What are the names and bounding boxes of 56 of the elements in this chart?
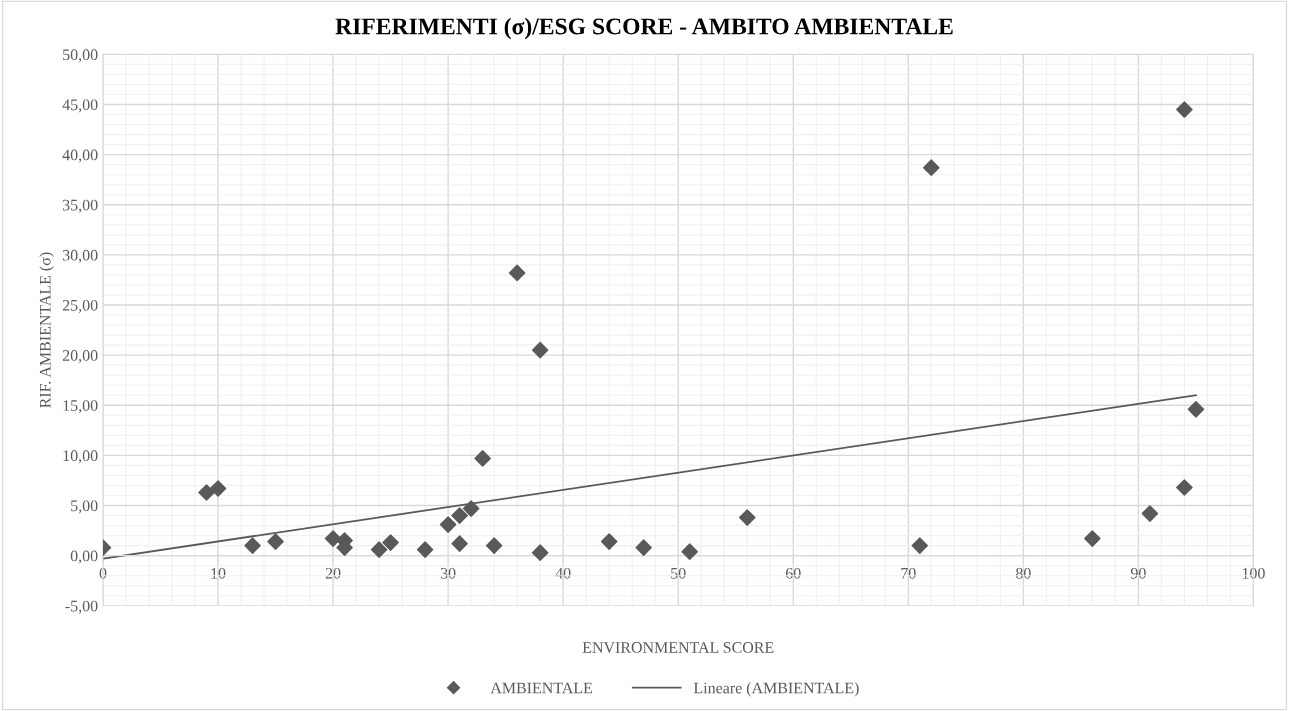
- point: [531, 341, 549, 359]
- y-tick-label: 0,00: [70, 550, 98, 564]
- x-tick-label: 30: [440, 567, 456, 579]
- chart-title: RIFERIMENTI (σ)/ESG SCORE - AMBITO AMBIENTALE: [335, 17, 953, 40]
- point: [451, 507, 468, 524]
- y-tick-label: -5,00: [65, 600, 98, 614]
- point: [508, 264, 526, 282]
- y-tick-label: 25,00: [62, 299, 98, 314]
- x-tick-label: 80: [1015, 567, 1031, 579]
- x-tick-label: 40: [555, 567, 571, 579]
- point: [198, 484, 215, 501]
- point: [1141, 505, 1159, 522]
- point: [1084, 530, 1101, 547]
- x-tick-label: 10: [211, 567, 226, 579]
- point: [911, 537, 929, 554]
- y-tick-label: 30,00: [62, 249, 98, 263]
- legend-label: Lineare (AMBIENTALE): [693, 682, 859, 697]
- y-tick-label: 35,00: [62, 199, 98, 213]
- y-tick-label: 40,00: [62, 149, 98, 163]
- y-tick-label: 45,00: [62, 99, 98, 113]
- legend-label: AMBIENTALE: [490, 682, 593, 694]
- y-tick-label: 5,00: [71, 500, 98, 514]
- x-axis-title: ENVIRONMENTAL SCORE: [582, 642, 774, 653]
- x-tick-label: 60: [785, 567, 801, 579]
- y-tick-label: 15,00: [63, 400, 98, 414]
- x-tick-label: 50: [671, 567, 686, 579]
- point: [681, 543, 699, 560]
- x-tick-label: 20: [325, 567, 341, 579]
- x-tick-label: 90: [1130, 567, 1146, 579]
- x-tick-label: 70: [901, 567, 916, 579]
- point: [1176, 101, 1193, 118]
- point: [416, 541, 434, 558]
- y-tick-label: 20,00: [62, 350, 98, 364]
- point: [439, 516, 457, 533]
- point: [600, 533, 618, 550]
- point: [244, 537, 261, 554]
- x-tick-label: 0: [99, 567, 107, 579]
- point: [324, 530, 342, 547]
- point: [738, 509, 756, 526]
- point: [370, 541, 388, 558]
- point: [451, 535, 468, 552]
- point: [382, 534, 399, 551]
- point: [209, 480, 227, 497]
- point: [485, 537, 503, 554]
- point: [474, 450, 491, 467]
- y-axis-title: RIF. AMBIENTALE (σ): [39, 252, 54, 408]
- y-tick-label: 10,00: [63, 450, 98, 464]
- y-tick-label: 50,00: [63, 49, 98, 63]
- point: [635, 539, 652, 556]
- point: [267, 533, 284, 550]
- x-tick-label: 100: [1242, 567, 1265, 579]
- point: [1176, 479, 1193, 496]
- point: [531, 544, 549, 561]
- point: [923, 159, 940, 176]
- point: [1187, 400, 1205, 418]
- point: [462, 500, 480, 517]
